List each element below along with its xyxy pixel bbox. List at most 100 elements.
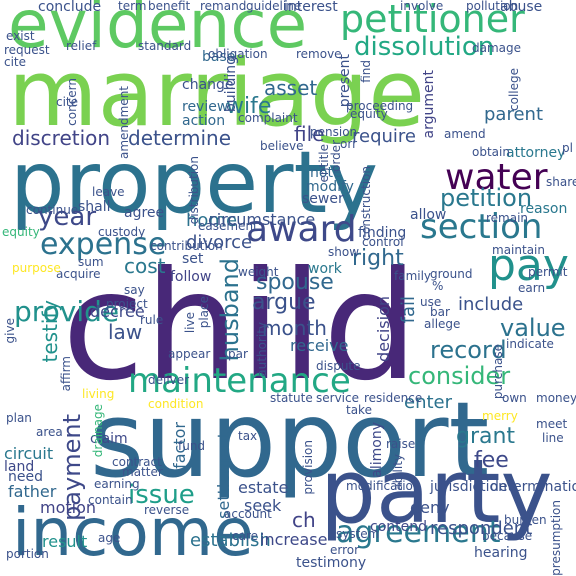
cloud-word: believe: [260, 140, 304, 152]
cloud-word: area: [36, 426, 63, 438]
cloud-word: indicate: [506, 338, 554, 350]
cloud-word: order: [330, 140, 342, 172]
cloud-word: remain: [486, 212, 528, 224]
cloud-word: action: [182, 114, 225, 128]
cloud-word: review: [182, 100, 228, 114]
cloud-word: bar: [430, 306, 450, 318]
cloud-word: receive: [290, 338, 348, 354]
cloud-word: sum: [78, 256, 104, 268]
cloud-word: custody: [98, 226, 145, 238]
cloud-word: remand: [200, 0, 246, 12]
cloud-word: relief: [66, 40, 96, 52]
cloud-word: affirm: [60, 356, 72, 391]
cloud-word: remove: [296, 48, 342, 60]
cloud-word: plan: [6, 412, 32, 424]
cloud-word: construction: [360, 166, 372, 241]
cloud-word: maintain: [492, 244, 545, 256]
cloud-word: ch: [292, 510, 316, 530]
cloud-word: live: [184, 312, 196, 333]
cloud-word: conclude: [38, 0, 101, 14]
cloud-word: tax: [238, 430, 257, 442]
cloud-word: cost: [124, 256, 166, 276]
cloud-word: term: [118, 0, 147, 12]
cloud-word: ability: [392, 454, 404, 491]
cloud-word: amendment: [118, 86, 130, 159]
cloud-word: jurisdiction: [430, 480, 507, 494]
cloud-word: place: [198, 296, 210, 328]
cloud-word: testify: [40, 300, 60, 363]
cloud-word: law: [108, 322, 142, 342]
cloud-word: reverse: [144, 504, 189, 516]
cloud-word: asset: [264, 78, 317, 98]
cloud-word: include: [458, 296, 523, 314]
cloud-word: take: [346, 404, 372, 416]
cloud-word: pl: [562, 142, 573, 154]
cloud-word: age: [98, 532, 120, 544]
cloud-word: leave: [92, 186, 125, 198]
cloud-word: request: [4, 44, 50, 56]
cloud-word: determine: [128, 128, 231, 148]
cloud-word: argument: [422, 70, 436, 138]
cloud-word: merry: [482, 410, 518, 422]
cloud-word: argue: [252, 292, 316, 314]
cloud-word: sewer: [302, 192, 344, 206]
cloud-word: weight: [238, 266, 278, 278]
cloud-word: set: [182, 252, 203, 266]
cloud-word: earning: [94, 478, 140, 490]
cloud-word: dispute: [316, 360, 361, 372]
cloud-word: college: [508, 68, 520, 111]
cloud-word: agree: [124, 206, 164, 220]
cloud-word: allege: [424, 318, 460, 330]
cloud-word: amend: [444, 128, 486, 140]
cloud-word: portion: [6, 548, 49, 560]
cloud-word: raise: [386, 438, 415, 450]
cloud-word: circuit: [4, 446, 53, 462]
cloud-word: money: [536, 392, 576, 404]
cloud-word: exist: [6, 30, 35, 42]
cloud-word: acquire: [56, 268, 101, 280]
cloud-word: obligation: [208, 48, 268, 60]
cloud-word: provision: [302, 440, 314, 495]
cloud-word: decision: [376, 296, 392, 362]
cloud-word: living: [82, 388, 114, 400]
cloud-word: family: [394, 270, 431, 282]
cloud-word: increase: [260, 532, 327, 548]
cloud-word: meet: [536, 418, 567, 430]
cloud-word: system: [336, 528, 379, 540]
cloud-word: condition: [148, 398, 203, 410]
cloud-word: show: [328, 246, 359, 258]
cloud-word: authority: [256, 322, 268, 377]
cloud-word: equity: [2, 226, 40, 238]
cloud-word: establish: [190, 532, 271, 550]
cloud-word: hearing: [474, 546, 527, 560]
cloud-word: cite: [56, 96, 78, 108]
cloud-word: obtain: [472, 146, 510, 158]
cloud-word: settlement: [216, 432, 232, 519]
cloud-word: deny: [410, 500, 450, 516]
cloud-word: pollution: [466, 0, 518, 12]
cloud-word: complaint: [238, 112, 298, 124]
cloud-word: need: [8, 470, 43, 484]
cloud-word: account: [224, 508, 272, 520]
cloud-word: damage: [472, 42, 521, 54]
cloud-word: care: [232, 530, 258, 542]
cloud-word: line: [542, 432, 564, 444]
cloud-word: father: [8, 484, 56, 500]
cloud-word: petition: [440, 186, 532, 210]
cloud-word: purpose: [12, 262, 61, 274]
cloud-word: fee: [474, 450, 509, 472]
cloud-word: contract: [112, 456, 162, 468]
cloud-word: find: [360, 60, 372, 83]
cloud-word: fund: [178, 440, 205, 452]
cloud-word: estate: [238, 480, 288, 496]
cloud-word: follow: [170, 270, 211, 284]
cloud-word: earn: [518, 282, 545, 294]
cloud-word: share: [546, 176, 576, 188]
cloud-word: deliver: [148, 374, 189, 386]
cloud-word: project: [106, 298, 148, 310]
cloud-word: %: [432, 280, 443, 292]
cloud-word: burden: [504, 514, 547, 526]
cloud-word: statute: [270, 392, 313, 404]
cloud-word: par: [228, 348, 248, 360]
cloud-word: because: [482, 530, 532, 542]
